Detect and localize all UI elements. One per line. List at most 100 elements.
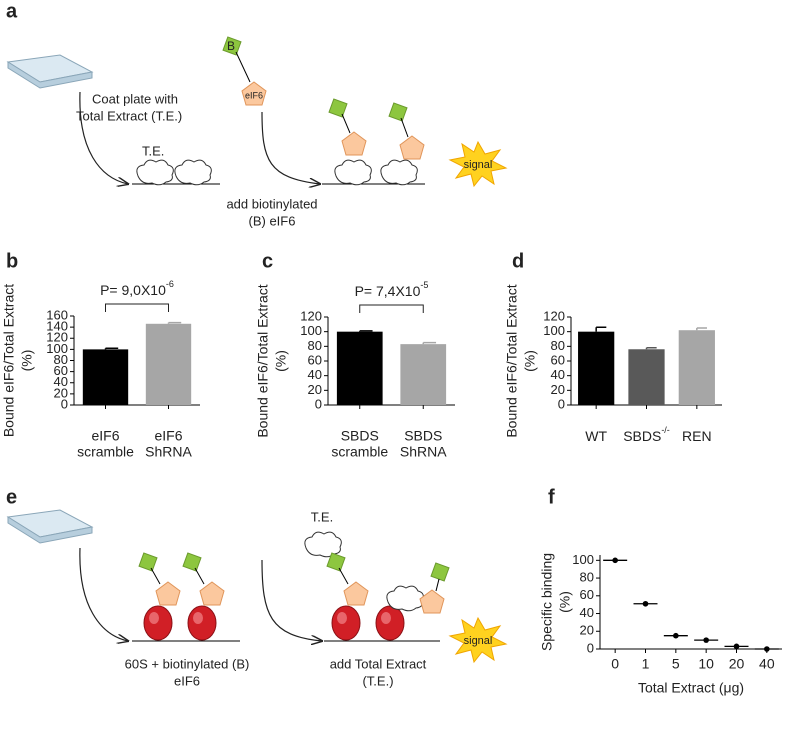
panel-label: c — [262, 250, 273, 272]
x-axis-label: Total Extract (μg) — [638, 680, 744, 696]
error-bar — [104, 347, 119, 350]
bar — [400, 344, 447, 405]
y-tick-label: 20 — [551, 382, 565, 397]
x-tick-label: eIF6 — [91, 428, 119, 444]
step-text: Total Extract (T.E.) — [76, 108, 182, 123]
y-tick-label: 40 — [580, 605, 594, 620]
diagram-e: 60S + biotinylated (B) eIF6 T.E. add Tot… — [7, 509, 507, 688]
y-tick-label: 100 — [300, 323, 322, 338]
bar — [336, 331, 383, 405]
bar — [578, 331, 615, 405]
arrow — [261, 111, 320, 184]
protein-icon — [399, 135, 425, 160]
linker — [150, 567, 161, 585]
panel-label: e — [6, 486, 17, 508]
step-text: (T.E.) — [362, 673, 393, 688]
linker — [235, 51, 251, 83]
bar — [628, 349, 665, 405]
y-tick-label: 0 — [315, 396, 322, 411]
extract-icon — [136, 159, 174, 186]
y-tick-label: 20 — [580, 623, 594, 638]
y-axis-unit: (%) — [19, 350, 35, 372]
biotin-icon — [138, 552, 158, 572]
panel-label: a — [6, 0, 18, 22]
y-tick-label: 80 — [54, 352, 68, 367]
x-tick-label: 5 — [672, 656, 680, 672]
y-axis-unit: (%) — [273, 350, 289, 372]
x-tick-label: SBDS — [404, 428, 442, 444]
x-tick-label: scramble — [331, 444, 388, 460]
p-value: P= 9,0X10-6 — [100, 279, 174, 297]
x-tick-label: ShRNA — [400, 444, 447, 460]
linker — [435, 578, 440, 592]
extract-icon — [334, 159, 372, 186]
x-tick-label: 40 — [759, 656, 775, 672]
biotin-icon — [430, 562, 450, 582]
x-tick-label: 0 — [611, 656, 619, 672]
protein-icon — [343, 581, 369, 606]
arrow — [261, 559, 322, 641]
extract-icon — [174, 159, 212, 186]
point — [612, 557, 618, 564]
point — [733, 643, 740, 650]
y-tick-label: 80 — [580, 569, 594, 584]
y-tick-label: 100 — [572, 552, 594, 567]
linker — [341, 113, 351, 134]
extract-icon — [380, 159, 418, 186]
y-axis-label: Bound eIF6/Total Extract — [255, 284, 271, 437]
error-bar — [696, 327, 707, 331]
protein-icon — [199, 581, 225, 606]
x-tick-label: REN — [682, 428, 712, 444]
ribosome-icon — [143, 605, 173, 641]
y-tick-label: 0 — [61, 396, 68, 411]
signal-label: signal — [464, 159, 493, 171]
y-tick-label: 60 — [54, 363, 68, 378]
y-tick-label: 100 — [46, 341, 68, 356]
point — [673, 632, 679, 639]
x-tick-label: 10 — [698, 656, 714, 672]
p-value-text: P= 7,4X10 — [355, 283, 421, 299]
biotin-icon — [182, 552, 202, 572]
y-tick-label: 80 — [551, 338, 565, 353]
error-bar — [645, 347, 657, 350]
y-tick-label: 40 — [551, 367, 565, 382]
y-tick-label: 80 — [308, 338, 322, 353]
bar — [82, 349, 129, 405]
linker — [338, 567, 349, 585]
point — [642, 600, 649, 607]
x-tick-label: WT — [585, 428, 607, 444]
arrow — [79, 91, 128, 184]
ribosome-icon — [187, 605, 217, 641]
significance-bracket — [105, 303, 169, 312]
bar — [678, 330, 715, 405]
y-tick-label: 60 — [551, 352, 565, 367]
biotin-label: B — [227, 39, 235, 53]
plate-icon — [7, 509, 93, 544]
signal-label: signal — [464, 635, 493, 647]
significance-bracket — [359, 304, 424, 313]
linker — [400, 117, 409, 138]
y-axis-label: Bound eIF6/Total Extract — [504, 284, 520, 437]
error-bar — [167, 321, 182, 324]
y-tick-label: 20 — [308, 382, 322, 397]
y-axis-label: Bound eIF6/Total Extract — [1, 284, 17, 437]
error-bar — [595, 326, 607, 332]
error-bar — [422, 341, 437, 345]
step-text: 60S + biotinylated (B) — [125, 656, 250, 671]
y-axis-label: Specific binding — [539, 553, 555, 651]
step-text: eIF6 — [174, 673, 200, 688]
x-tick-label: SBDS-/- — [623, 425, 670, 443]
y-tick-label: 140 — [46, 319, 68, 334]
x-tick-label: scramble — [77, 444, 134, 460]
protein-icon — [419, 589, 445, 614]
y-axis-unit: (%) — [557, 591, 573, 613]
y-tick-label: 100 — [543, 323, 565, 338]
point — [703, 637, 709, 643]
diagram-a: Coat plate with Total Extract (T.E.) T.E… — [7, 36, 507, 228]
y-tick-label: 0 — [587, 640, 594, 655]
y-tick-label: 0 — [558, 396, 565, 411]
category-text: REN — [682, 428, 712, 444]
panel-label: b — [6, 250, 18, 272]
x-tick-label: 1 — [642, 656, 650, 672]
arrow — [79, 547, 128, 641]
